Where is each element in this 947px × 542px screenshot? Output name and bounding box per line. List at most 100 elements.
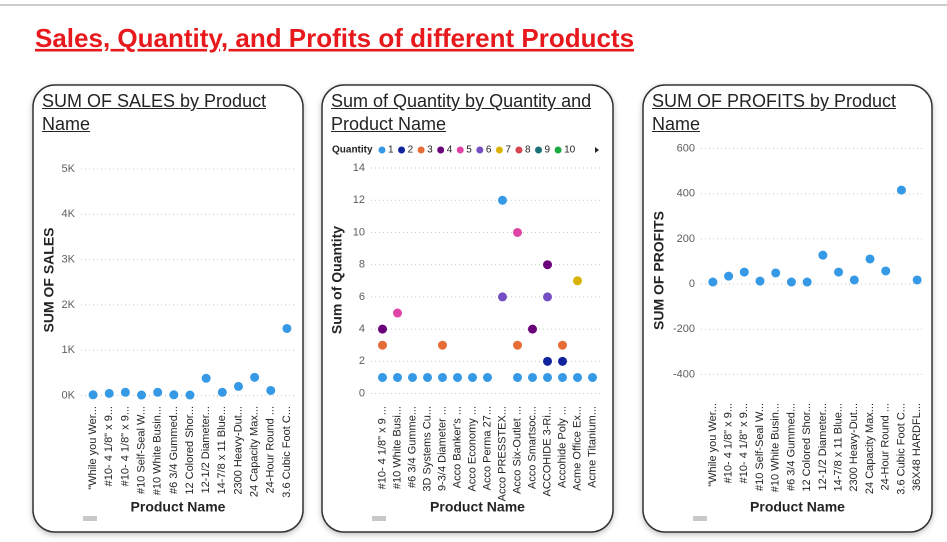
point: [423, 372, 432, 382]
legend-label: 1: [388, 145, 394, 156]
point: [573, 372, 582, 382]
x-tick-label: #10- 4 1/8" x 9...: [119, 406, 131, 486]
legend-label: 10: [564, 145, 576, 156]
x-tick-label: #10- 4 1/8" x 9 ...: [376, 406, 388, 489]
card: [321, 84, 614, 533]
point: [393, 372, 402, 382]
x-tick-label: #10- 4 1/8" x 9...: [103, 406, 115, 486]
x-tick-label: 2300 Heavy-Dut...: [848, 403, 860, 492]
point: [378, 372, 387, 382]
chart-title: SUM OF SALES by Product Name: [42, 91, 267, 134]
point: [786, 277, 796, 287]
point: [896, 185, 906, 195]
point: [153, 387, 163, 397]
x-tick-label: 24 Capacity Max...: [249, 406, 261, 497]
point: [834, 267, 844, 277]
legend-marker: [535, 146, 542, 154]
page-title: Sales, Quantity, and Profits of differen…: [35, 23, 634, 53]
y-axis-title: SUM OF PROFITS: [651, 211, 667, 330]
legend-marker: [554, 146, 562, 154]
x-tick-label: 2300 Heavy-Dut...: [232, 406, 244, 495]
x-tick-label: Acco Smartsoc...: [526, 406, 538, 489]
y-tick-label: 0: [689, 278, 695, 290]
x-tick-label: #10- 4 1/8" x 9...: [738, 403, 750, 483]
point: [266, 385, 276, 395]
point: [378, 324, 387, 334]
x-tick-label: Acme Office Ex...: [571, 406, 583, 491]
x-tick-label: 24-Hour Round ...: [265, 406, 277, 493]
x-tick-label: "While you Wer...: [87, 406, 99, 490]
y-tick-label: 2K: [62, 299, 76, 311]
point: [528, 372, 537, 382]
y-tick-label: 4: [359, 323, 365, 335]
y-tick-label: 6: [359, 291, 365, 303]
point: [233, 381, 243, 391]
point: [573, 276, 582, 286]
x-tick-label: #10 White Busi...: [391, 406, 403, 489]
point: [708, 277, 718, 287]
x-tick-label: "While you Wer...: [707, 403, 719, 487]
chart-title-box: Sum of Quantity by Quantity and Product …: [331, 91, 592, 134]
point: [588, 372, 597, 382]
chart-title: Sum of Quantity by Quantity and Product …: [331, 91, 592, 134]
point: [88, 390, 98, 400]
y-tick-label: 3K: [62, 254, 76, 266]
x-tick-label: 3D Systems Cu...: [421, 406, 433, 492]
point: [498, 292, 507, 302]
point: [528, 324, 537, 334]
point: [137, 390, 147, 400]
point: [543, 260, 552, 270]
point: [217, 387, 227, 397]
point: [513, 227, 522, 237]
point: [169, 390, 179, 400]
x-tick-label: #6 3/4 Gumme...: [406, 406, 418, 488]
point: [393, 308, 402, 318]
point: [739, 267, 749, 277]
point: [558, 340, 567, 350]
point: [849, 275, 859, 285]
point: [558, 356, 567, 366]
legend-title: Quantity: [332, 145, 373, 156]
point: [250, 372, 260, 382]
x-tick-label: 36X48 HARDFL...: [911, 403, 923, 491]
legend-label: 7: [505, 145, 511, 156]
x-tick-label: ACCOHIDE 3-Ri...: [541, 406, 553, 496]
legend-marker: [378, 146, 386, 154]
point: [543, 292, 552, 302]
card: [642, 84, 933, 533]
x-tick-label: Acco Perma 27...: [481, 406, 493, 490]
x-tick-label: Acco Banker's ...: [451, 406, 463, 488]
point: [755, 276, 765, 286]
scrollbar-thumb: [372, 516, 386, 521]
point: [724, 271, 734, 281]
point: [201, 373, 211, 383]
y-tick-label: 0: [359, 387, 365, 399]
y-tick-label: -200: [673, 323, 695, 335]
point: [513, 372, 522, 382]
legend-label: 3: [427, 145, 433, 156]
point: [282, 323, 292, 333]
x-axis-title: Product Name: [750, 499, 845, 515]
legend-marker: [495, 146, 503, 154]
legend-marker: [456, 146, 464, 154]
x-tick-label: Acme Titanium...: [586, 406, 598, 488]
point: [818, 250, 828, 260]
legend-label: 9: [545, 145, 551, 156]
point: [881, 266, 891, 276]
point: [771, 268, 781, 278]
scrollbar-thumb: [693, 516, 707, 521]
x-tick-label: #6 3/4 Gummed...: [785, 403, 797, 491]
y-tick-label: -400: [673, 368, 695, 380]
legend-marker: [398, 146, 406, 154]
x-tick-label: 12 Colored Shor...: [801, 403, 813, 492]
point: [185, 390, 195, 400]
point: [438, 340, 447, 350]
x-axis-title: Product Name: [430, 499, 525, 515]
legend-label: 6: [486, 145, 492, 156]
legend-marker: [417, 146, 425, 154]
y-tick-label: 0K: [62, 389, 76, 401]
point: [865, 254, 875, 264]
x-tick-label: #10 White Busin...: [152, 406, 164, 495]
point: [468, 372, 477, 382]
legend-label: 2: [408, 145, 414, 156]
